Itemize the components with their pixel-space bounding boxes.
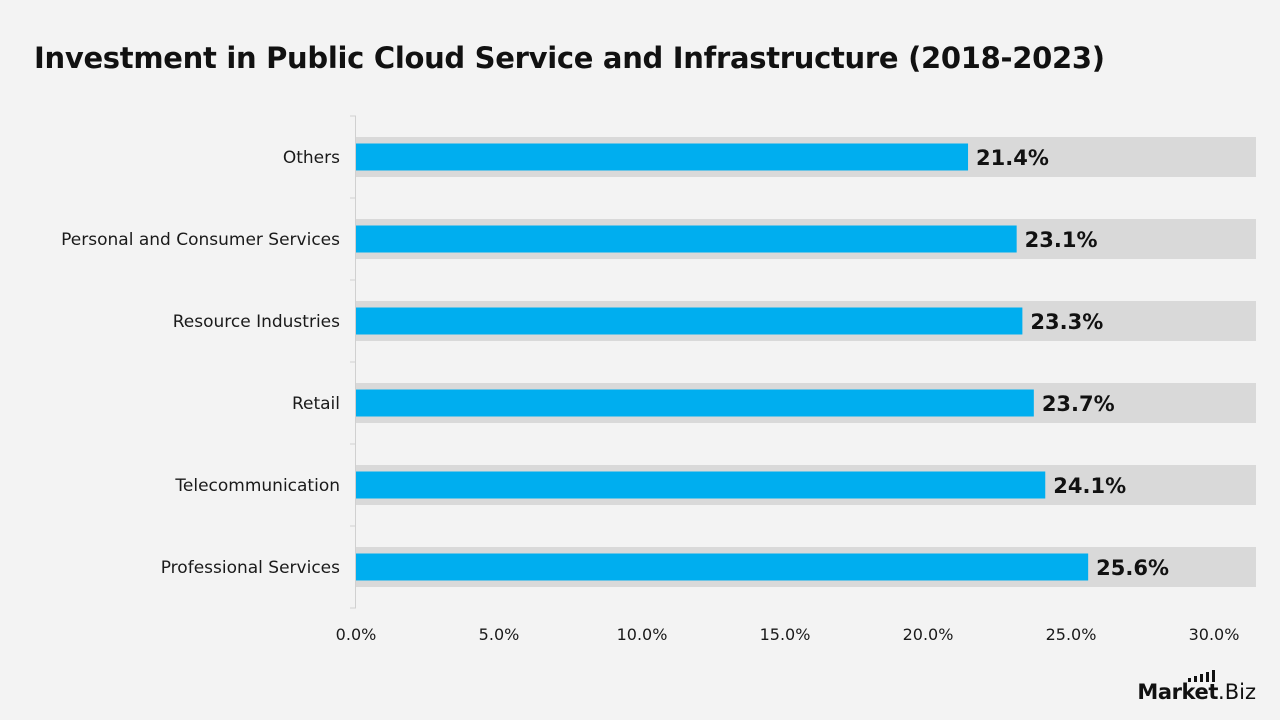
value-labels: 21.4% 23.1% 23.3% 23.7% 24.1% 25.6% bbox=[976, 146, 1169, 580]
data-label: 25.6% bbox=[1096, 556, 1169, 580]
data-label: 23.7% bbox=[1042, 392, 1115, 416]
y-axis bbox=[350, 115, 356, 609]
category-label: Others bbox=[283, 148, 340, 168]
data-label: 24.1% bbox=[1053, 474, 1126, 498]
category-labels: Others Personal and Consumer Services Reso… bbox=[61, 148, 340, 578]
category-label: Resource Industries bbox=[173, 312, 340, 332]
category-label: Personal and Consumer Services bbox=[61, 230, 340, 250]
data-label: 23.3% bbox=[1030, 310, 1103, 334]
category-label: Telecommunication bbox=[174, 476, 340, 496]
bar bbox=[356, 143, 969, 171]
brand-name-bold: Market bbox=[1137, 680, 1219, 704]
bar bbox=[356, 471, 1046, 499]
chart-title: Investment in Public Cloud Service and I… bbox=[34, 41, 1105, 75]
bar bbox=[356, 225, 1017, 253]
brand-logo: Market .Biz bbox=[1137, 670, 1256, 704]
x-axis-tick-labels: 0.0% 5.0% 10.0% 15.0% 20.0% 25.0% 30.0% bbox=[336, 625, 1240, 644]
data-label: 23.1% bbox=[1025, 228, 1098, 252]
bars bbox=[356, 143, 1089, 581]
x-tick-label: 25.0% bbox=[1046, 625, 1097, 644]
bar bbox=[356, 389, 1034, 417]
data-label: 21.4% bbox=[976, 146, 1049, 170]
x-tick-label: 15.0% bbox=[760, 625, 811, 644]
x-tick-label: 30.0% bbox=[1189, 625, 1240, 644]
bar bbox=[356, 553, 1089, 581]
bars-logo-icon bbox=[1188, 670, 1215, 682]
x-tick-label: 20.0% bbox=[903, 625, 954, 644]
x-tick-label: 10.0% bbox=[617, 625, 668, 644]
category-label: Professional Services bbox=[161, 558, 340, 578]
x-tick-label: 5.0% bbox=[479, 625, 520, 644]
bar-tracks bbox=[356, 137, 1256, 587]
bar bbox=[356, 307, 1023, 335]
brand-name-suffix: .Biz bbox=[1218, 680, 1256, 704]
category-label: Retail bbox=[292, 394, 340, 414]
x-tick-label: 0.0% bbox=[336, 625, 377, 644]
